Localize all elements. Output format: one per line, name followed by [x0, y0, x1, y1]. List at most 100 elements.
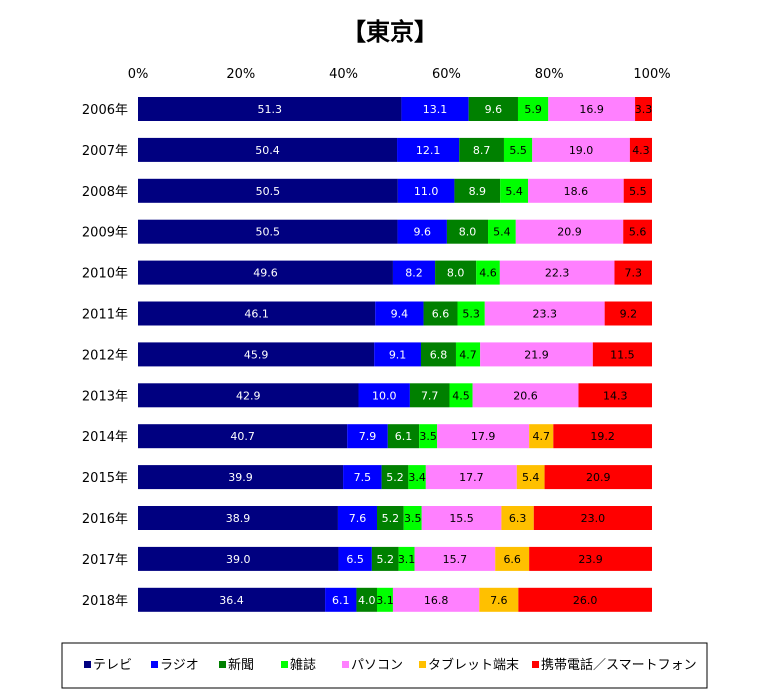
- bar-segment: [397, 219, 447, 244]
- legend-label: パソコン: [351, 658, 403, 673]
- bar-segment: [476, 260, 500, 285]
- bar-segment: [138, 506, 338, 530]
- legend-swatch: [532, 661, 539, 668]
- legend-swatch: [281, 661, 288, 668]
- data-label: 8.7: [473, 144, 491, 157]
- data-label: 20.9: [557, 226, 582, 239]
- bar-segment: [325, 587, 357, 612]
- data-label: 13.1: [423, 103, 448, 116]
- data-label: 4.5: [452, 389, 470, 402]
- bar-segment: [419, 424, 438, 449]
- data-label: 8.0: [447, 267, 465, 280]
- bar-segment: [488, 219, 516, 244]
- data-label: 46.1: [244, 308, 269, 321]
- legend-swatch: [419, 661, 426, 668]
- data-label: 7.5: [354, 471, 372, 484]
- bar-segment: [138, 383, 359, 408]
- bar-segment: [446, 219, 489, 244]
- bar-segment: [503, 137, 533, 162]
- x-tick-label: 80%: [535, 67, 564, 82]
- legend-swatch: [219, 661, 226, 668]
- data-label: 7.6: [349, 512, 367, 525]
- bar-segment: [479, 587, 519, 612]
- data-label: 23.9: [578, 553, 603, 566]
- data-label: 3.1: [376, 594, 394, 607]
- data-label: 5.4: [493, 226, 511, 239]
- category-label: 2014年: [82, 430, 128, 445]
- legend-label: 新聞: [228, 657, 254, 673]
- legend: テレビ ラジオ 新聞 雑誌 パソコン タブレット端末 携帯電話／スマートフォン: [61, 642, 708, 689]
- bar-segment: [138, 465, 344, 490]
- data-label: 6.8: [430, 348, 448, 361]
- data-label: 6.3: [509, 512, 527, 525]
- bar-segment: [635, 97, 652, 121]
- bar-segment: [614, 260, 652, 285]
- data-label: 20.6: [513, 389, 538, 402]
- bar-segment: [472, 383, 579, 408]
- bar-segment: [381, 465, 409, 490]
- data-label: 45.9: [244, 348, 269, 361]
- bar-segment: [401, 97, 469, 121]
- data-label: 15.5: [449, 512, 474, 525]
- data-label: 42.9: [236, 389, 261, 402]
- legend-label: 携帯電話／スマートフォン: [541, 657, 697, 673]
- bar-segment: [515, 219, 624, 244]
- bar-segment: [604, 301, 652, 326]
- bar-segment: [338, 546, 372, 571]
- data-label: 5.5: [509, 144, 527, 157]
- data-label: 12.1: [416, 144, 441, 157]
- data-label: 8.9: [469, 185, 487, 198]
- bar-segment: [138, 97, 402, 121]
- bar-segment: [499, 260, 615, 285]
- data-label: 5.2: [376, 553, 394, 566]
- data-label: 17.9: [471, 430, 496, 443]
- bar-segment: [532, 137, 630, 162]
- bar-segment: [138, 342, 375, 367]
- bar-segment: [414, 546, 496, 571]
- bar-segment: [343, 465, 382, 490]
- data-label: 39.9: [228, 471, 253, 484]
- data-label: 4.7: [532, 430, 550, 443]
- data-label: 16.8: [424, 594, 449, 607]
- bar-segment: [623, 219, 652, 244]
- data-label: 18.6: [564, 185, 589, 198]
- category-label: 2017年: [82, 553, 128, 568]
- data-label: 6.5: [346, 553, 364, 566]
- category-label: 2010年: [82, 267, 128, 282]
- bar-segment: [409, 383, 450, 408]
- bar-segment: [138, 587, 326, 612]
- bar-segment: [484, 301, 605, 326]
- x-tick-label: 100%: [633, 67, 670, 82]
- bar-segment: [457, 301, 485, 326]
- legend-label: ラジオ: [160, 658, 199, 673]
- bar-segment: [138, 424, 348, 449]
- bar-segment: [374, 342, 421, 367]
- data-label: 15.7: [443, 553, 468, 566]
- bar-segment: [138, 546, 339, 571]
- bar-segment: [138, 137, 398, 162]
- data-label: 22.3: [545, 267, 570, 280]
- data-label: 7.6: [490, 594, 508, 607]
- category-label: 2006年: [82, 103, 128, 118]
- category-label: 2018年: [82, 594, 128, 609]
- legend-label: 雑誌: [290, 657, 316, 673]
- bar-segment: [629, 137, 652, 162]
- data-label: 5.9: [524, 103, 542, 116]
- data-label: 7.3: [624, 267, 642, 280]
- bar-segment: [528, 178, 624, 203]
- data-label: 6.1: [332, 594, 350, 607]
- bar-segment: [392, 260, 436, 285]
- category-label: 2013年: [82, 389, 128, 404]
- category-label: 2008年: [82, 185, 128, 200]
- category-label: 2016年: [82, 512, 128, 527]
- bar-segment: [449, 383, 473, 408]
- data-label: 5.2: [382, 512, 400, 525]
- category-label: 2009年: [82, 226, 128, 241]
- data-label: 5.6: [629, 226, 647, 239]
- bar-segment: [435, 260, 477, 285]
- data-label: 50.5: [256, 226, 281, 239]
- data-label: 6.1: [395, 430, 413, 443]
- plot-area: 51.3 13.1 9.6 5.9 16.9 3.3 50.4 12.1 8.7 5.5 19.0 4…: [138, 97, 652, 612]
- data-label: 7.7: [421, 389, 439, 402]
- data-label: 4.3: [632, 144, 650, 157]
